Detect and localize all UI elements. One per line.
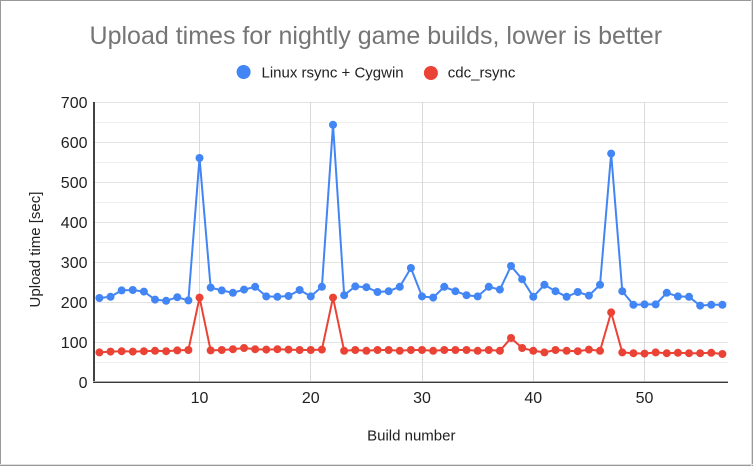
- svg-text:0: 0: [79, 375, 88, 392]
- svg-text:30: 30: [413, 390, 431, 407]
- svg-text:400: 400: [61, 215, 88, 232]
- svg-text:Build number: Build number: [367, 428, 455, 445]
- svg-text:600: 600: [61, 135, 88, 152]
- svg-text:50: 50: [636, 390, 654, 407]
- svg-text:500: 500: [61, 175, 88, 192]
- svg-text:100: 100: [61, 335, 88, 352]
- svg-text:20: 20: [302, 390, 320, 407]
- svg-text:Upload times for nightly game: Upload times for nightly game builds, lo…: [90, 22, 663, 50]
- svg-text:200: 200: [61, 295, 88, 312]
- svg-text:700: 700: [61, 95, 88, 112]
- svg-text:Upload time [sec]: Upload time [sec]: [27, 192, 44, 308]
- svg-text:cdc_rsync: cdc_rsync: [448, 65, 516, 82]
- svg-text:10: 10: [191, 390, 209, 407]
- svg-text:40: 40: [524, 390, 542, 407]
- svg-text:Linux rsync + Cygwin: Linux rsync + Cygwin: [262, 65, 404, 82]
- svg-text:300: 300: [61, 255, 88, 272]
